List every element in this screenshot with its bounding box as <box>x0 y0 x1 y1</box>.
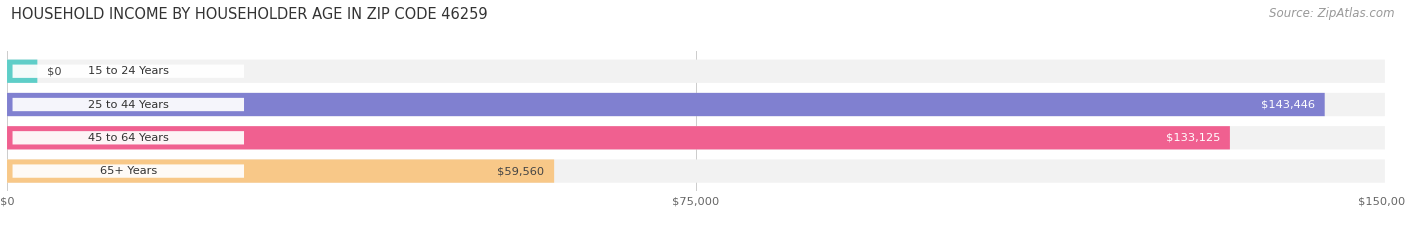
Text: $59,560: $59,560 <box>498 166 544 176</box>
FancyBboxPatch shape <box>7 126 1385 149</box>
FancyBboxPatch shape <box>7 159 554 183</box>
Text: Source: ZipAtlas.com: Source: ZipAtlas.com <box>1270 7 1395 20</box>
FancyBboxPatch shape <box>7 93 1385 116</box>
FancyBboxPatch shape <box>7 60 38 83</box>
FancyBboxPatch shape <box>13 65 245 78</box>
Text: $133,125: $133,125 <box>1166 133 1220 143</box>
Text: 25 to 44 Years: 25 to 44 Years <box>87 99 169 110</box>
FancyBboxPatch shape <box>7 159 1385 183</box>
Text: $0: $0 <box>46 66 62 76</box>
Text: 65+ Years: 65+ Years <box>100 166 157 176</box>
FancyBboxPatch shape <box>13 131 245 144</box>
Text: 15 to 24 Years: 15 to 24 Years <box>87 66 169 76</box>
FancyBboxPatch shape <box>13 164 245 178</box>
Text: 45 to 64 Years: 45 to 64 Years <box>87 133 169 143</box>
FancyBboxPatch shape <box>13 98 245 111</box>
FancyBboxPatch shape <box>7 126 1230 149</box>
FancyBboxPatch shape <box>7 93 1324 116</box>
Text: $143,446: $143,446 <box>1261 99 1315 110</box>
FancyBboxPatch shape <box>7 60 1385 83</box>
Text: HOUSEHOLD INCOME BY HOUSEHOLDER AGE IN ZIP CODE 46259: HOUSEHOLD INCOME BY HOUSEHOLDER AGE IN Z… <box>11 7 488 22</box>
